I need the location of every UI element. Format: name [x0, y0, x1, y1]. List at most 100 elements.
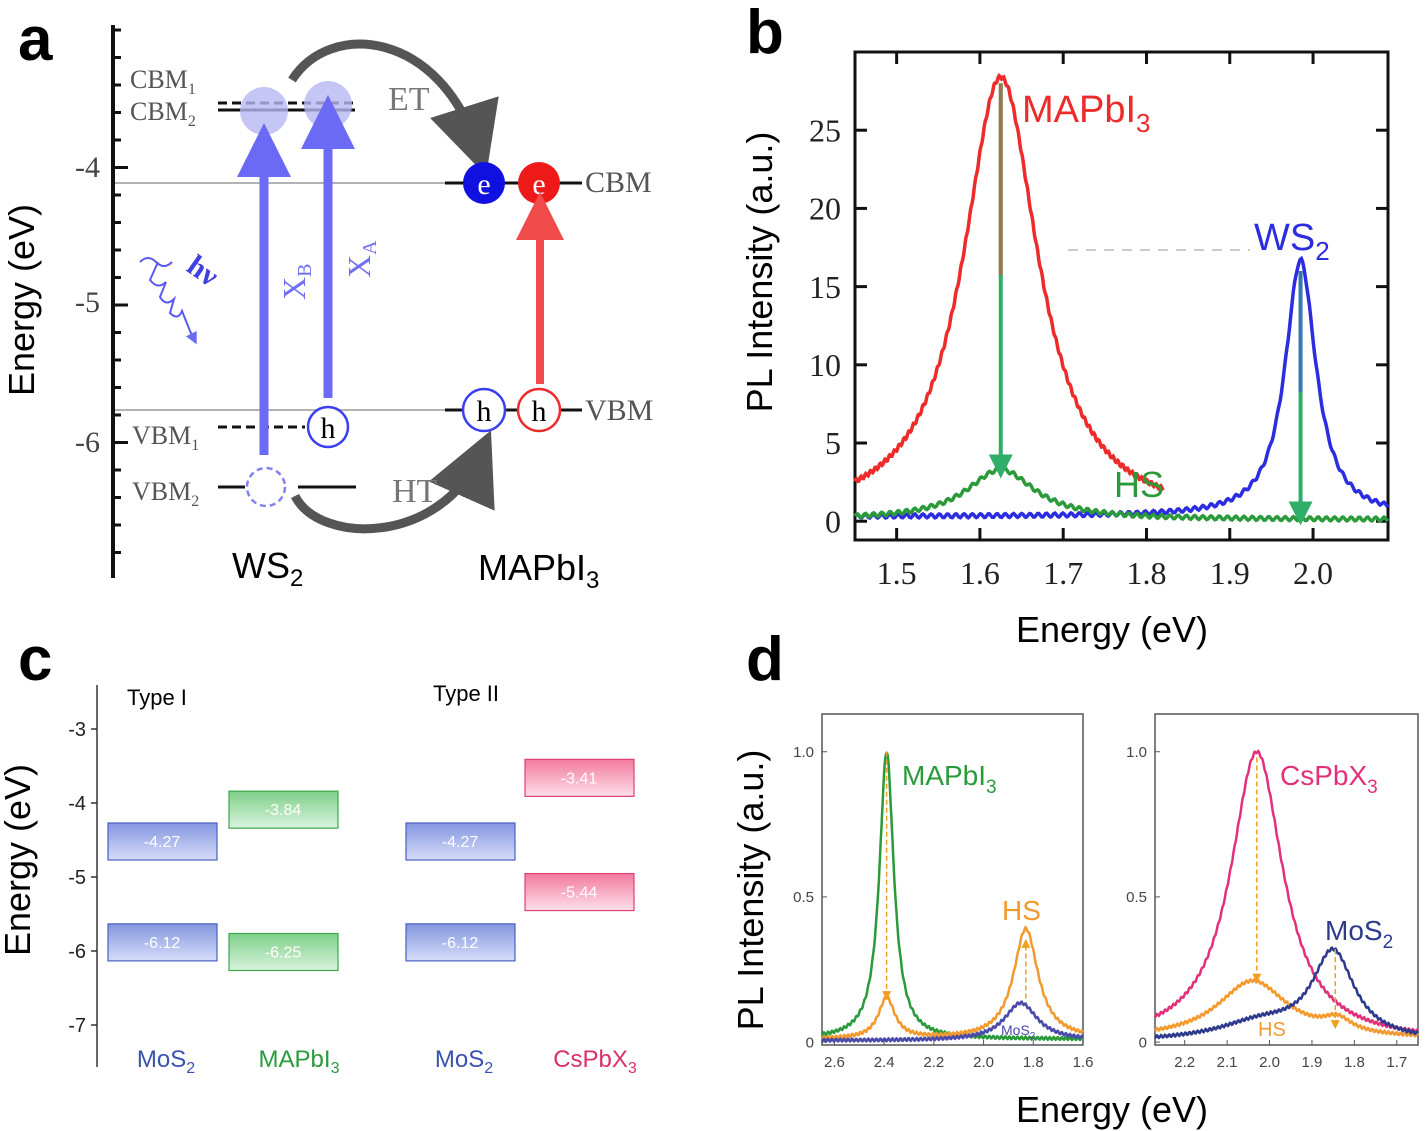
ht-label: HT [392, 473, 438, 510]
series-label-ws2: WS2 [1254, 217, 1330, 266]
band-box-cbm [405, 822, 516, 861]
hole-icon [306, 405, 350, 449]
y-tick-label: 20 [809, 191, 841, 227]
y-tick-label: -6 [68, 941, 86, 963]
xa-label: XA [341, 240, 381, 278]
ytick-label: -5 [75, 286, 100, 319]
band-energy-label: -6.25 [265, 945, 302, 962]
band-energy-label: -3.84 [265, 802, 302, 819]
x-tick-label: 1.7 [1043, 555, 1083, 591]
panel-label-b: b [746, 0, 784, 67]
exciton-b-icon [240, 87, 288, 135]
hole-icon [516, 387, 562, 433]
series-line-mos2 [821, 1000, 1085, 1044]
photon-label: hν [181, 249, 225, 294]
cbm-label: CBM [585, 166, 652, 199]
photon-wave-icon [139, 257, 194, 339]
xb-label: XB [276, 264, 316, 300]
series-line-mos2 [1154, 945, 1420, 1040]
series-label-mapbi3: MAPbI3 [1022, 89, 1151, 138]
series-label-hs: HS [1114, 464, 1164, 505]
ws2-label: WS2 [232, 545, 303, 592]
series-label-mos2: MoS2 [1325, 915, 1393, 953]
series-label-mos2: MoS2 [1001, 1022, 1036, 1042]
series-line-hs [821, 925, 1085, 1041]
electron-label: e [532, 168, 545, 201]
x-tick-label: 1.6 [1073, 1054, 1094, 1071]
band-box-cbm [524, 758, 635, 797]
y-tick-label: 0.5 [1126, 889, 1147, 906]
type-ii-label: Type II [433, 681, 499, 706]
panel-a-band-diagram: Energy (eV) -4 -5 -6 CBM1 CBM2 VBM1 VBM2… [1, 25, 653, 594]
x-tick-label: 2.0 [1293, 555, 1333, 591]
y-tick-label: 0 [806, 1034, 814, 1051]
y-tick-label: -4 [68, 793, 86, 815]
series-label-hs: HS [1002, 895, 1041, 926]
y-tick-label: 5 [825, 425, 841, 461]
et-label: ET [388, 81, 430, 118]
series-label-mapbi3: MAPbI3 [902, 760, 997, 798]
band-energy-label: -6.12 [442, 935, 479, 952]
hole-label: h [477, 395, 492, 428]
band-box-vbm [107, 923, 218, 962]
band-box-vbm [228, 932, 339, 972]
series-line-cspbx3 [1153, 749, 1420, 1034]
material-label: MoS2 [137, 1046, 195, 1077]
vbm1-label: VBM1 [132, 421, 199, 454]
band-box-cbm [107, 822, 218, 861]
x-tick-label: 2.0 [1259, 1054, 1280, 1071]
hole-icon [461, 387, 507, 433]
x-tick-label: 2.1 [1217, 1054, 1238, 1071]
vbm-label: VBM [585, 394, 653, 427]
panel-label-d: d [746, 625, 784, 694]
panel-d-pl-charts: PL Intensity (a.u.) Energy (eV) 2.6 2.4 2.… [730, 713, 1420, 1130]
electron-transfer-arrow [288, 39, 499, 176]
x-tick-label: 2.4 [874, 1054, 895, 1071]
type-i-label: Type I [127, 685, 187, 710]
band-energy-label: -3.41 [561, 770, 598, 787]
material-label: MAPbI3 [259, 1046, 340, 1077]
x-tick-label: 1.8 [1023, 1054, 1044, 1071]
hole-label: h [532, 395, 547, 428]
band-box-cbm [228, 790, 339, 829]
x-axis-label: Energy (eV) [1016, 1089, 1208, 1130]
band-energy-label: -6.12 [144, 935, 181, 952]
panel-label-a: a [18, 5, 53, 74]
vbm2-label: VBM2 [132, 477, 199, 510]
y-tick-label: -5 [68, 867, 86, 889]
material-label: CsPbX3 [553, 1046, 637, 1077]
y-tick-label: 0.5 [793, 889, 814, 906]
hole-transfer-arrow [290, 430, 495, 534]
series-label-hs: HS [1258, 1019, 1286, 1041]
x-tick-label: 2.0 [973, 1054, 994, 1071]
panel-c-band-alignment: Energy (eV) -3 -4 -5 -6 -7 Type I Type II -4… [0, 681, 637, 1077]
band-energy-label: -5.44 [561, 885, 598, 902]
x-tick-label: 1.9 [1210, 555, 1250, 591]
panel-c-ylabel: Energy (eV) [0, 764, 38, 956]
hole-label: h [321, 412, 336, 445]
x-tick-label: 1.9 [1302, 1054, 1323, 1071]
y-tick-label: 1.0 [1126, 744, 1147, 761]
panel-a-ylabel: Energy (eV) [1, 204, 42, 396]
y-tick-label: -3 [68, 719, 86, 741]
band-box-vbm [524, 872, 635, 912]
x-tick-label: 2.2 [1174, 1054, 1195, 1071]
plot-frame [853, 50, 1390, 542]
band-energy-label: -4.27 [144, 834, 181, 851]
electron-label: e [477, 168, 490, 201]
panel-b-pl-chart: PL Intensity (a.u.) Energy (eV) 1.5 1.6 1.… [739, 50, 1390, 650]
exciton-a-icon [304, 81, 352, 129]
y-tick-label: 0 [1139, 1034, 1147, 1051]
series-line-mapbi3 [853, 72, 1165, 492]
series-label-cspbx3: CsPbX3 [1280, 760, 1378, 798]
cbm1-label: CBM1 [130, 65, 196, 98]
x-tick-label: 1.8 [1344, 1054, 1365, 1071]
hole-vacancy-icon [245, 466, 287, 508]
y-tick-label: 15 [809, 269, 841, 305]
plot-frame-left [821, 713, 1084, 1046]
band-box-vbm [405, 923, 516, 962]
x-tick-label: 1.7 [1386, 1054, 1407, 1071]
y-axis-label: PL Intensity (a.u.) [730, 750, 771, 1031]
x-tick-label: 1.8 [1126, 555, 1166, 591]
